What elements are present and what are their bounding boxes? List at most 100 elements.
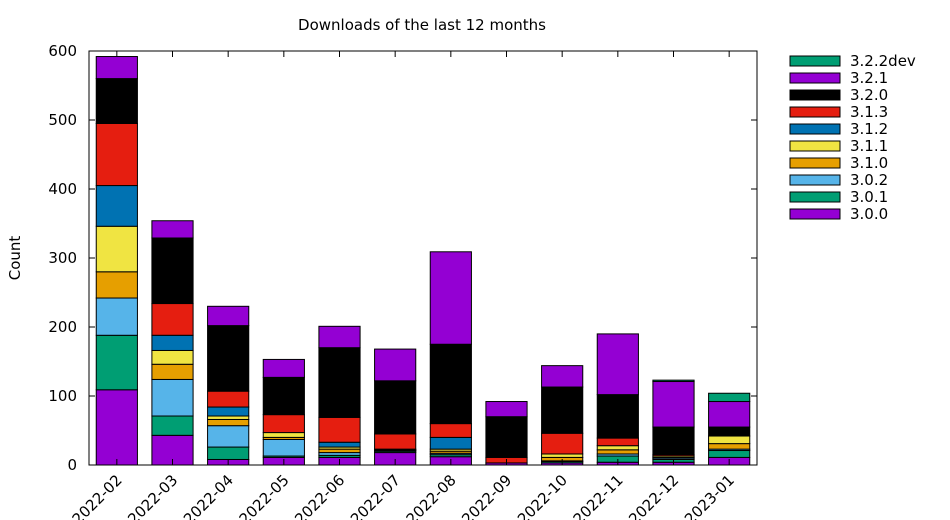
x-tick-label: 2022-09 [458, 471, 515, 520]
y-axis-label: Count [6, 236, 24, 281]
bar-segment-2022-07-3.2.0 [374, 380, 417, 435]
legend-label-3.2.0: 3.2.0 [850, 86, 888, 104]
chart-title: Downloads of the last 12 months [298, 16, 546, 34]
y-tick-label: 200 [48, 318, 77, 336]
x-tick-label: 2022-05 [236, 471, 293, 520]
legend-swatch-3.0.0 [789, 208, 841, 220]
bar-segment-2022-03-3.2.0 [151, 237, 194, 305]
bar-segment-2022-05-3.1.1 [262, 432, 305, 438]
legend-swatch-3.1.0 [789, 157, 841, 169]
bar-segment-2022-04-3.1.2 [207, 406, 250, 417]
bar-segment-2022-04-3.2.0 [207, 325, 250, 392]
bar-segment-2022-06-3.1.3 [318, 416, 361, 443]
bar-segment-2022-11-3.2.1 [596, 333, 639, 396]
legend-label-3.1.1: 3.1.1 [850, 137, 888, 155]
y-tick-label: 300 [48, 249, 77, 267]
bar-segment-2022-10-3.2.1 [541, 365, 584, 388]
bar-segment-2022-02-3.0.2 [95, 297, 138, 336]
legend-swatch-3.1.1 [789, 140, 841, 152]
legend-label-3.1.2: 3.1.2 [850, 120, 888, 138]
bar-segment-2022-06-3.2.0 [318, 347, 361, 418]
bar-segment-2022-04-3.1.3 [207, 390, 250, 408]
bar-segment-2022-07-3.1.3 [374, 433, 417, 450]
bar-segment-2022-05-3.2.1 [262, 358, 305, 378]
bar-segment-2022-02-3.1.3 [95, 122, 138, 187]
y-tick-label: 100 [48, 387, 77, 405]
bar-segment-2022-08-3.1.3 [429, 423, 472, 438]
bar-segment-2022-06-3.1.2 [318, 441, 361, 448]
x-tick-label: 2022-07 [347, 471, 404, 520]
bar-segment-2022-11-3.1.0 [596, 449, 639, 455]
x-tick-label: 2022-04 [180, 471, 237, 520]
x-tick-label: 2022-03 [124, 471, 181, 520]
x-tick-label: 2022-11 [570, 471, 627, 520]
bar-segment-2022-04-3.0.1 [207, 446, 250, 460]
bar-segment-2022-03-3.1.2 [151, 334, 194, 351]
y-tick-label: 500 [48, 111, 77, 129]
y-tick-label: 400 [48, 180, 77, 198]
bar-segment-2022-03-3.1.0 [151, 363, 194, 380]
legend-label-3.1.3: 3.1.3 [850, 103, 888, 121]
bar-segment-2023-01-3.2.2dev [708, 392, 751, 403]
bar-segment-2022-11-3.1.1 [596, 445, 639, 451]
bar-segment-2022-08-3.1.2 [429, 436, 472, 450]
bar-segment-2022-10-3.2.0 [541, 386, 584, 434]
bar-segment-2023-01-3.2.0 [708, 426, 751, 437]
bar-segment-2023-01-3.2.1 [708, 401, 751, 428]
bar-segment-2022-02-3.1.0 [95, 271, 138, 299]
legend-label-3.0.2: 3.0.2 [850, 171, 888, 189]
bar-segment-2022-05-3.2.0 [262, 376, 305, 416]
bar-segment-2022-03-3.1.3 [151, 303, 194, 336]
bar-segment-2022-11-3.2.0 [596, 394, 639, 439]
legend-label-3.0.0: 3.0.0 [850, 205, 888, 223]
bar-segment-2022-09-3.2.1 [485, 401, 528, 418]
bar-segment-2022-11-3.1.3 [596, 437, 639, 447]
bar-segment-2022-02-3.0.0 [95, 389, 138, 466]
bar-segment-2022-09-3.2.0 [485, 416, 528, 458]
legend-label-3.2.2dev: 3.2.2dev [850, 52, 916, 70]
bar-segment-2023-01-3.1.1 [708, 435, 751, 445]
x-tick-label: 2022-06 [291, 471, 348, 520]
bar-segment-2022-07-3.2.1 [374, 348, 417, 382]
bar-segment-2022-04-3.0.2 [207, 425, 250, 448]
x-tick-label: 2023-01 [681, 471, 738, 520]
bar-segment-2022-05-3.1.3 [262, 414, 305, 434]
y-tick-label: 600 [48, 42, 77, 60]
y-axis: 0 100 200 300 400 500 600 [48, 42, 757, 474]
bar-segment-2022-02-3.0.1 [95, 334, 138, 391]
legend-swatch-3.0.2 [789, 174, 841, 186]
bar-segment-2022-12-3.2.2dev [652, 379, 695, 383]
legend-label-3.0.1: 3.0.1 [850, 188, 888, 206]
legend-swatch-3.2.2dev [789, 55, 841, 67]
bar-segment-2022-02-3.2.1 [95, 56, 138, 80]
legend-swatch-3.2.0 [789, 89, 841, 101]
bar-segment-2022-12-3.2.0 [652, 426, 695, 456]
legend-swatch-3.1.3 [789, 106, 841, 118]
bar-segment-2022-12-3.2.1 [652, 381, 695, 428]
bar-segment-2022-04-3.1.0 [207, 418, 250, 427]
bar-segment-2022-03-3.1.1 [151, 349, 194, 365]
legend-label-3.1.0: 3.1.0 [850, 154, 888, 172]
legend-swatch-3.2.1 [789, 72, 841, 84]
bar-segment-2023-01-3.1.0 [708, 443, 751, 450]
legend-label-3.2.1: 3.2.1 [850, 69, 888, 87]
bar-segment-2022-03-3.2.1 [151, 220, 194, 239]
bar-segment-2022-10-3.1.1 [541, 453, 584, 458]
bar-segment-2022-06-3.1.0 [318, 448, 361, 454]
bar-segment-2022-04-3.2.1 [207, 305, 250, 327]
bar-segment-2023-01-3.0.1 [708, 450, 751, 458]
bar-segment-2022-08-3.2.1 [429, 251, 472, 345]
bars-group [95, 56, 751, 466]
bar-segment-2022-03-3.0.2 [151, 378, 194, 417]
x-tick-label: 2022-08 [403, 471, 460, 520]
bar-segment-2022-05-3.0.2 [262, 438, 305, 457]
bar-segment-2022-06-3.2.1 [318, 325, 361, 349]
bar-segment-2022-03-3.0.1 [151, 415, 194, 436]
bar-segment-2022-02-3.1.2 [95, 185, 138, 227]
x-tick-label: 2022-02 [69, 471, 126, 520]
y-tick-label: 0 [67, 456, 77, 474]
legend-swatch-3.0.1 [789, 191, 841, 203]
x-tick-label: 2022-10 [514, 471, 571, 520]
x-tick-label: 2022-12 [625, 471, 682, 520]
